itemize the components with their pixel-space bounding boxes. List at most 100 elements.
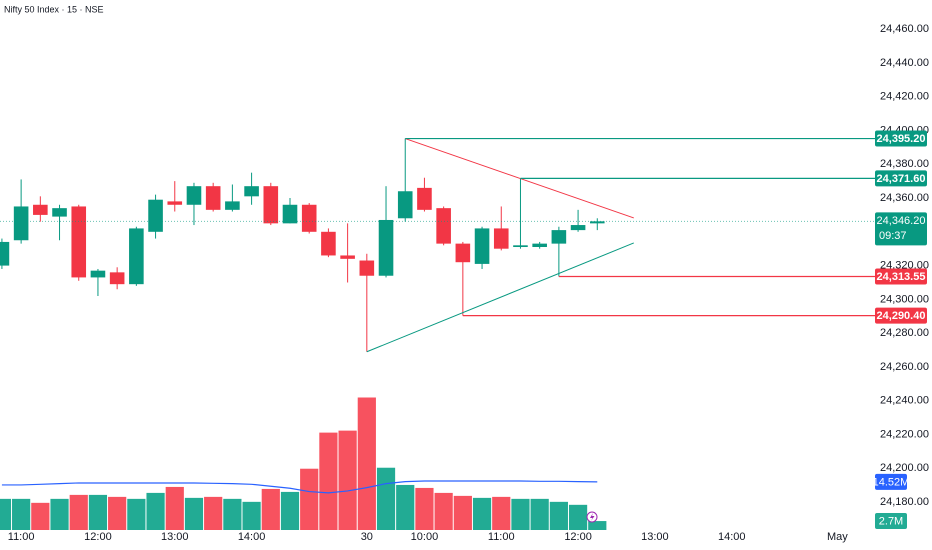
volume-bar (261, 488, 280, 530)
candle-body (532, 243, 547, 248)
candle-body (186, 186, 202, 205)
volume-bar (88, 494, 108, 530)
volume-bar (376, 467, 396, 530)
volume-bar (50, 498, 69, 530)
volume-bar (415, 487, 434, 530)
volume-bar (12, 498, 31, 530)
y-tick-label: 24,200.00 (880, 462, 929, 474)
x-tick-label: 14:00 (238, 531, 266, 543)
volume-bar (69, 494, 88, 530)
volume-bar (319, 432, 338, 530)
x-tick-label: 10:00 (411, 531, 439, 543)
y-tick-label: 24,240.00 (880, 395, 929, 407)
x-tick-label: 12:00 (84, 531, 112, 543)
candle-body (71, 206, 87, 278)
candle-body (52, 208, 67, 217)
volume-bar (280, 491, 300, 530)
candle-body (417, 187, 432, 210)
x-tick-label: 12:00 (564, 531, 592, 543)
x-tick-label: 14:00 (718, 531, 746, 543)
y-tick-label: 24,420.00 (880, 91, 929, 103)
axis-layer: 24,180.00 24,200.00 24,220.00 24,240.00 24,2… (8, 23, 929, 543)
volume-bar (568, 504, 588, 530)
y-tick-label: 24,280.00 (880, 327, 929, 339)
volume-bar (434, 492, 453, 530)
volume-bar (204, 496, 223, 530)
volume-ma-tag (875, 473, 907, 490)
volume-bar (472, 497, 492, 530)
candle-body (455, 243, 471, 263)
candle-body (33, 204, 48, 215)
y-tick-label: 24,300.00 (880, 293, 929, 305)
volume-layer (0, 397, 607, 530)
volume-ma-label: 14.52M (873, 476, 910, 488)
level-label: 24,290.40 (877, 310, 926, 322)
volume-bar (453, 495, 472, 530)
y-tick-label: 24,460.00 (880, 23, 929, 35)
volume-bar (492, 496, 511, 530)
volume-bar (242, 501, 261, 530)
level-tag (875, 307, 927, 324)
candle-body (244, 186, 259, 197)
y-tick-label: 24,220.00 (880, 428, 929, 440)
candle-body (13, 206, 29, 241)
drawings-layer (0, 137, 875, 353)
x-tick-label: 11:00 (8, 531, 35, 543)
volume-bar (588, 521, 607, 530)
volume-bar (0, 498, 12, 530)
y-tick-label: 24,180.00 (880, 496, 929, 508)
level-label: 24,371.60 (877, 173, 926, 185)
level-tag (875, 170, 927, 187)
countdown-label: 09:37 (879, 230, 907, 242)
volume-bar (165, 486, 184, 530)
volume-bar (300, 468, 319, 530)
volume-bar (127, 498, 146, 530)
candle-body (109, 272, 125, 285)
x-tick-label: 13:00 (641, 531, 669, 543)
y-tick-label: 24,380.00 (880, 158, 929, 170)
x-tick-label: 13:00 (161, 531, 189, 543)
volume-bar (31, 502, 50, 530)
x-tick-label: 30 (361, 531, 373, 543)
last-price-label: 24,346.20 (877, 215, 926, 227)
candle-body (282, 204, 298, 224)
candle-body (340, 255, 355, 259)
candle-body (321, 231, 336, 256)
candle-body (436, 208, 451, 244)
level-label: 24,395.20 (877, 133, 926, 145)
candle-body (589, 221, 605, 224)
candle-body (225, 201, 240, 210)
candle-body (148, 199, 163, 232)
candle-body (359, 260, 375, 276)
y-tick-label: 24,440.00 (880, 57, 929, 69)
candle-body (397, 191, 413, 219)
trend-line (366, 242, 634, 353)
candle-body (263, 186, 279, 224)
volume-bar (530, 498, 549, 530)
x-tick-label: 11:00 (488, 531, 515, 543)
volume-label: 2.7M (879, 515, 903, 527)
candle-body (129, 228, 144, 285)
candle-body (205, 186, 221, 210)
candle-body (90, 270, 106, 278)
volume-bar (338, 430, 357, 530)
y-tick-label: 24,360.00 (880, 192, 929, 204)
volume-bar (357, 397, 376, 530)
candle-body (167, 201, 183, 205)
price-layer (0, 138, 605, 352)
volume-bar (184, 497, 204, 530)
candle-body (301, 204, 317, 232)
volume-bar (223, 498, 242, 530)
volume-bar (396, 484, 415, 530)
x-tick-label: May (827, 531, 848, 543)
volume-bar (146, 492, 165, 530)
volume-tag (875, 513, 907, 530)
volume-ma-line (1, 480, 598, 494)
volume-icon (586, 511, 598, 523)
level-tag (875, 268, 927, 285)
candle-body (474, 228, 490, 264)
level-tag (875, 130, 927, 147)
